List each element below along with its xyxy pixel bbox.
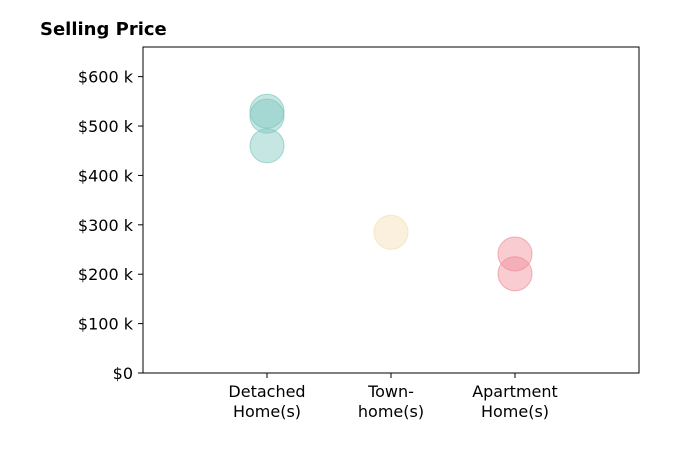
y-tick-label: $400 k bbox=[78, 166, 134, 185]
y-tick-label: $300 k bbox=[78, 216, 134, 235]
chart-title: Selling Price bbox=[40, 19, 167, 40]
data-point bbox=[249, 93, 285, 129]
data-point bbox=[249, 128, 285, 164]
y-tick-label: $0 bbox=[113, 364, 133, 383]
plot-frame bbox=[142, 46, 640, 374]
x-tick-label: Apartment bbox=[472, 382, 558, 401]
y-tick-label: $100 k bbox=[78, 315, 134, 334]
y-tick-label: $600 k bbox=[78, 68, 134, 87]
x-tick-label: Home(s) bbox=[481, 402, 549, 421]
x-tick-label: Detached bbox=[228, 382, 305, 401]
data-point bbox=[497, 236, 533, 272]
x-tick-label: Home(s) bbox=[233, 402, 301, 421]
x-tick-label: home(s) bbox=[358, 402, 424, 421]
data-point bbox=[497, 256, 533, 292]
data-points bbox=[249, 93, 533, 292]
data-point bbox=[373, 214, 409, 250]
x-tick-label: Town- bbox=[367, 382, 414, 401]
y-tick-label: $500 k bbox=[78, 117, 134, 136]
data-point bbox=[249, 98, 285, 134]
y-tick-label: $200 k bbox=[78, 265, 134, 284]
axes: $0 $100 k $200 k $300 k $400 k $500 k $600 k De… bbox=[78, 46, 640, 421]
